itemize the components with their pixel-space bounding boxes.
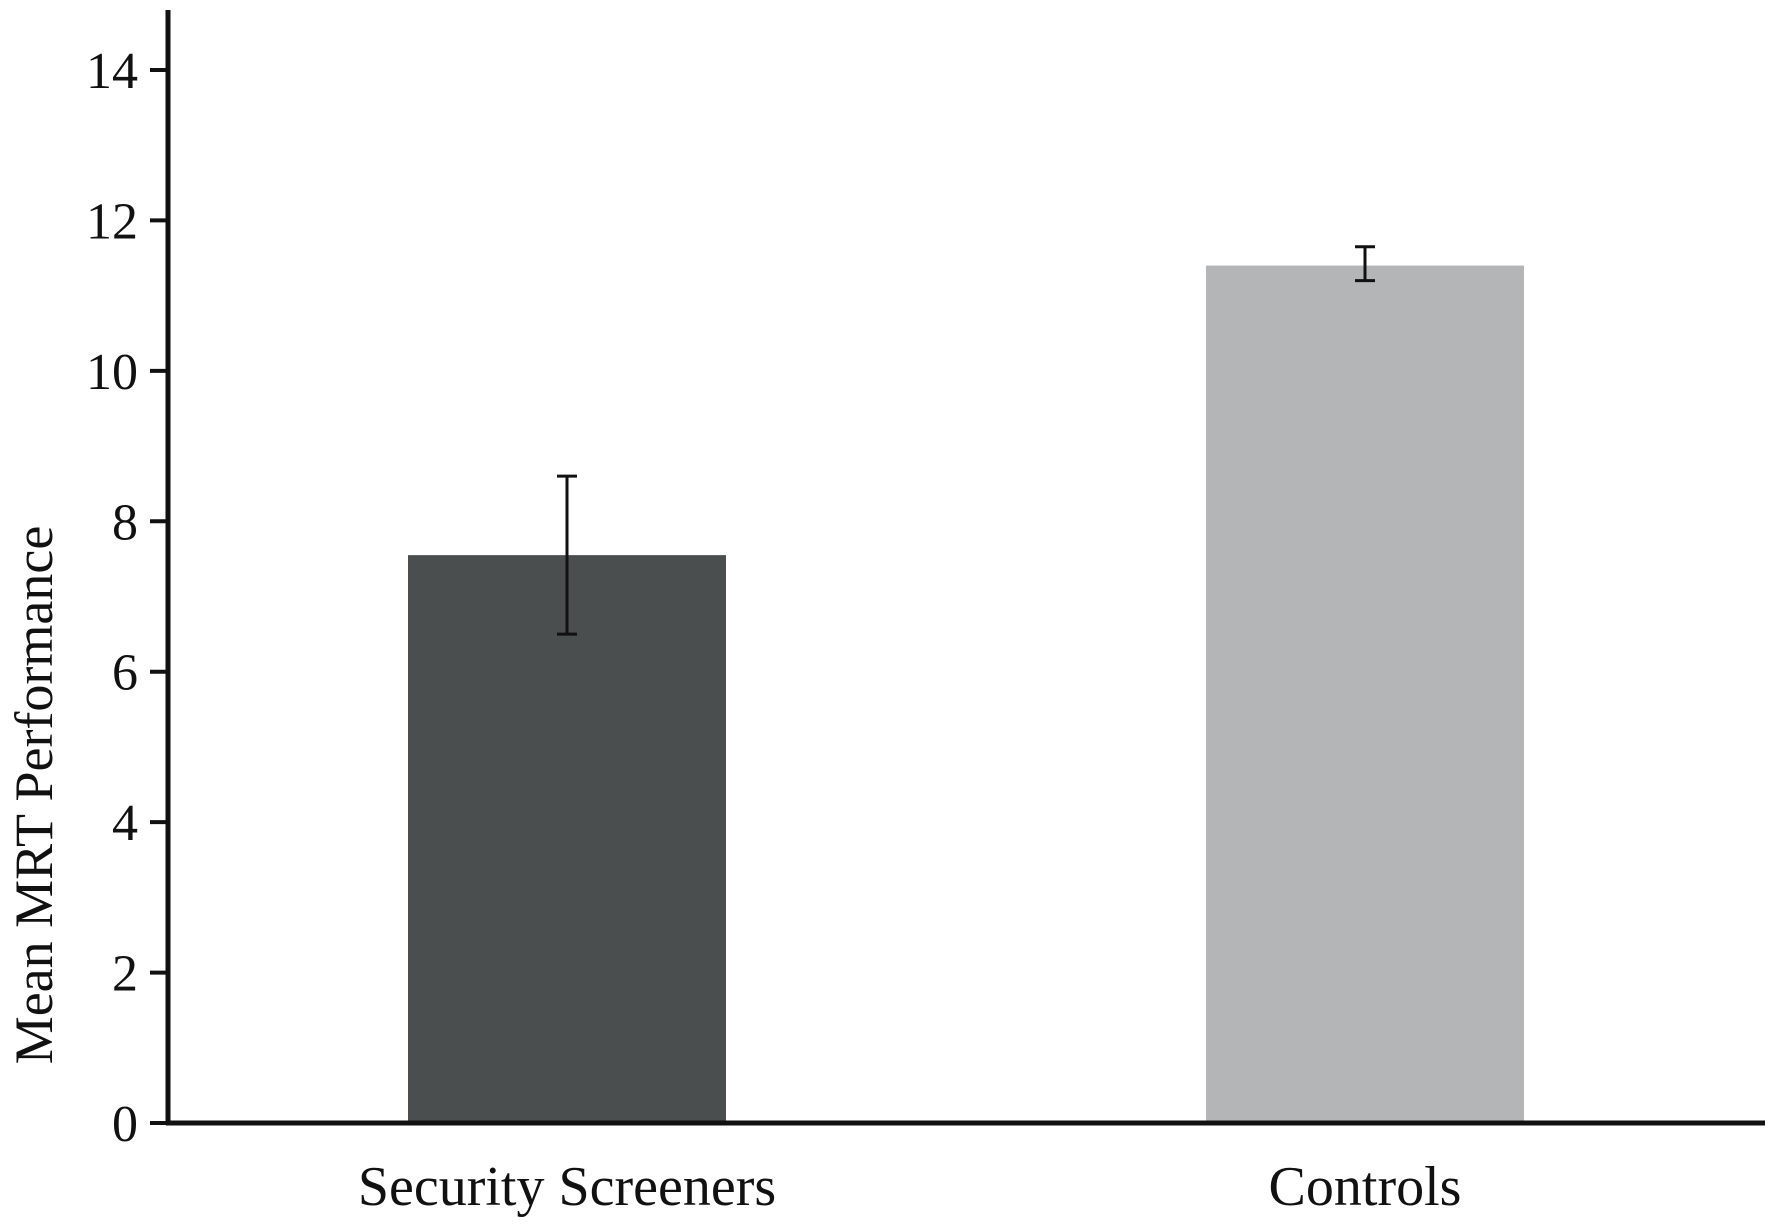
- y-ticks-layer: 0 2 4 6 8 10 12 14: [86, 43, 168, 1153]
- y-tick-label: 6: [112, 645, 138, 702]
- y-axis-title: Mean MRT Performance: [4, 526, 64, 1065]
- axes-layer: [165, 10, 1765, 1126]
- bars-layer: [408, 265, 1524, 1123]
- y-tick-label: 2: [112, 946, 138, 1003]
- error-bars-layer: [557, 245, 1375, 636]
- x-category-label: Controls: [1269, 1156, 1462, 1218]
- y-tick-label: 12: [86, 193, 138, 250]
- bar-controls: [1206, 265, 1524, 1123]
- x-category-label: Security Screeners: [358, 1156, 776, 1218]
- y-tick-label: 0: [112, 1096, 138, 1153]
- y-tick-label: 14: [86, 43, 138, 100]
- x-labels-layer: Security Screeners Controls: [358, 1156, 1462, 1218]
- y-tick-label: 4: [112, 795, 138, 852]
- y-tick-label: 8: [112, 494, 138, 551]
- y-tick-label: 10: [86, 344, 138, 401]
- bar-security-screeners: [408, 555, 726, 1123]
